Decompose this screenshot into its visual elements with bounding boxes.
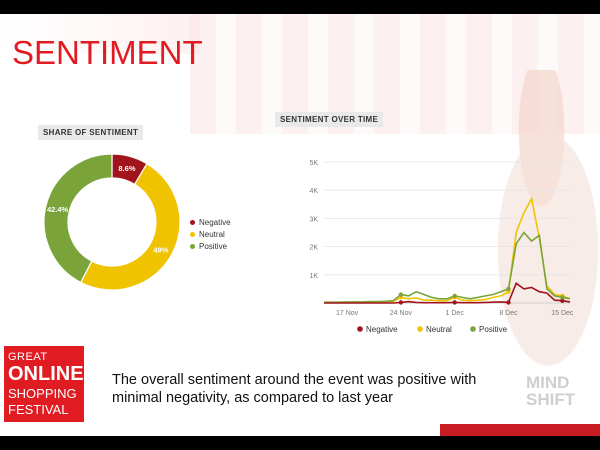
- logo-text-shopping: SHOPPING: [8, 386, 77, 401]
- logo-text-online: ONLINE: [8, 363, 84, 385]
- donut-chart: 8.6% 49% 42.4%: [43, 153, 181, 291]
- logo-text-great: GREAT: [8, 351, 48, 363]
- line-legend-label-positive: Positive: [479, 325, 508, 334]
- y-tick-label: 2K: [309, 245, 318, 252]
- x-tick-label: 24 Nov: [390, 310, 413, 317]
- series-point-positive: [452, 293, 457, 299]
- donut-value-label-neutral: 49%: [153, 245, 168, 254]
- line-chart: 1K 2K 3K 4K 5K 17 Nov 24 Nov 1 Dec 8 Dec 15 Dec Ne…: [309, 160, 574, 334]
- series-point-negative: [506, 300, 511, 305]
- y-tick-label: 1K: [309, 273, 318, 280]
- x-tick-label: 17 Nov: [336, 310, 359, 317]
- x-tick-label: 15 Dec: [551, 310, 574, 317]
- donut-value-label-positive: 42.4%: [47, 205, 69, 214]
- line-legend-dot-negative: [357, 326, 363, 332]
- line-legend-label-negative: Negative: [366, 325, 398, 334]
- legend-label-positive: Positive: [199, 242, 228, 251]
- donut-value-label-negative: 8.6%: [118, 164, 135, 173]
- mindshift-logo: MIND SHIFT: [526, 374, 598, 424]
- footer-summary-text: The overall sentiment around the event w…: [112, 372, 477, 406]
- series-point-negative: [560, 298, 565, 303]
- page-title: SENTIMENT: [12, 34, 203, 71]
- line-legend-dot-neutral: [417, 326, 423, 332]
- x-tick-label: 1 Dec: [446, 310, 465, 317]
- logo-text-shift: SHIFT: [526, 390, 576, 409]
- logo-text-mind: MIND: [526, 373, 570, 392]
- legend-dot-negative: [190, 220, 195, 225]
- series-point-positive: [398, 292, 404, 297]
- series-point-negative: [398, 300, 404, 305]
- bottom-bar: [0, 436, 600, 450]
- line-chart-title: SENTIMENT OVER TIME: [275, 112, 384, 127]
- background-decoration-left: [0, 14, 200, 54]
- line-legend-dot-positive: [470, 326, 476, 332]
- series-point-negative: [452, 300, 457, 305]
- legend-item-negative: Negative: [190, 218, 231, 227]
- line-legend-label-neutral: Neutral: [426, 325, 452, 334]
- series-line-positive: [324, 231, 571, 303]
- x-tick-label: 8 Dec: [499, 310, 518, 317]
- y-tick-label: 4K: [309, 188, 318, 195]
- donut-chart-title: SHARE OF SENTIMENT: [38, 125, 144, 140]
- festival-logo: GREAT ONLINE SHOPPING FESTIVAL: [4, 346, 84, 422]
- decorative-red-strip: [440, 424, 600, 436]
- donut-slice-neutral: [79, 162, 181, 291]
- series-line-negative: [324, 282, 571, 304]
- series-line-neutral: [324, 196, 571, 304]
- donut-slice-positive: [43, 153, 113, 284]
- top-bar: [0, 0, 600, 14]
- legend-item-neutral: Neutral: [190, 230, 225, 239]
- legend-dot-neutral: [190, 232, 195, 237]
- y-tick-label: 5K: [309, 160, 318, 167]
- series-point-positive: [506, 286, 511, 292]
- legend-label-negative: Negative: [199, 218, 231, 227]
- series-point-positive: [560, 295, 565, 300]
- legend-label-neutral: Neutral: [199, 230, 225, 239]
- y-tick-label: 3K: [309, 216, 318, 223]
- legend-item-positive: Positive: [190, 242, 227, 251]
- logo-text-festival: FESTIVAL: [8, 402, 69, 417]
- legend-dot-positive: [190, 244, 195, 249]
